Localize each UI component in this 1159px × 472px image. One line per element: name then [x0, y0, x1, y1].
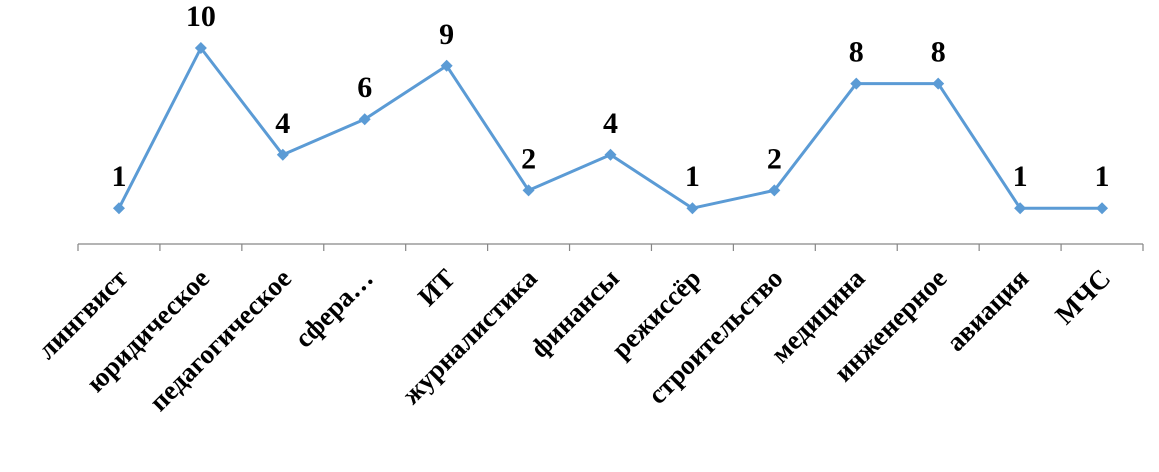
- x-tick-label: педагогическое: [143, 263, 297, 417]
- data-label: 8: [931, 36, 946, 69]
- data-label: 6: [357, 71, 372, 104]
- data-point: [194, 42, 207, 54]
- data-point: [686, 202, 699, 215]
- data-label: 8: [849, 36, 864, 69]
- x-tick-label: авиация: [940, 263, 1034, 357]
- data-point: [768, 184, 781, 197]
- data-label: 4: [275, 107, 290, 140]
- data-label: 2: [767, 142, 782, 175]
- data-point: [1096, 202, 1109, 215]
- data-point: [932, 77, 945, 90]
- data-label: 1: [685, 160, 700, 193]
- x-tick-label: ИТ: [412, 263, 461, 312]
- x-axis: [77, 243, 1144, 251]
- data-point: [276, 148, 289, 161]
- data-point: [358, 113, 371, 126]
- data-label: 9: [439, 18, 454, 51]
- data-label: 2: [521, 142, 536, 175]
- data-label: 10: [186, 0, 216, 33]
- data-point: [1014, 202, 1027, 215]
- x-tick-label: сфера…: [289, 263, 379, 353]
- data-markers: [112, 42, 1109, 215]
- data-label: 1: [111, 160, 126, 193]
- data-label: 1: [1013, 160, 1028, 193]
- data-point: [112, 202, 125, 215]
- x-tick-label: МЧС: [1049, 263, 1116, 330]
- data-point: [440, 59, 453, 72]
- data-point: [850, 77, 863, 90]
- data-labels: 1 10 4 6 9 2 4 1 2 8 8 1 1: [111, 0, 1109, 193]
- data-point: [604, 148, 617, 161]
- data-point: [522, 184, 535, 197]
- data-label: 1: [1095, 160, 1110, 193]
- data-label: 4: [603, 107, 618, 140]
